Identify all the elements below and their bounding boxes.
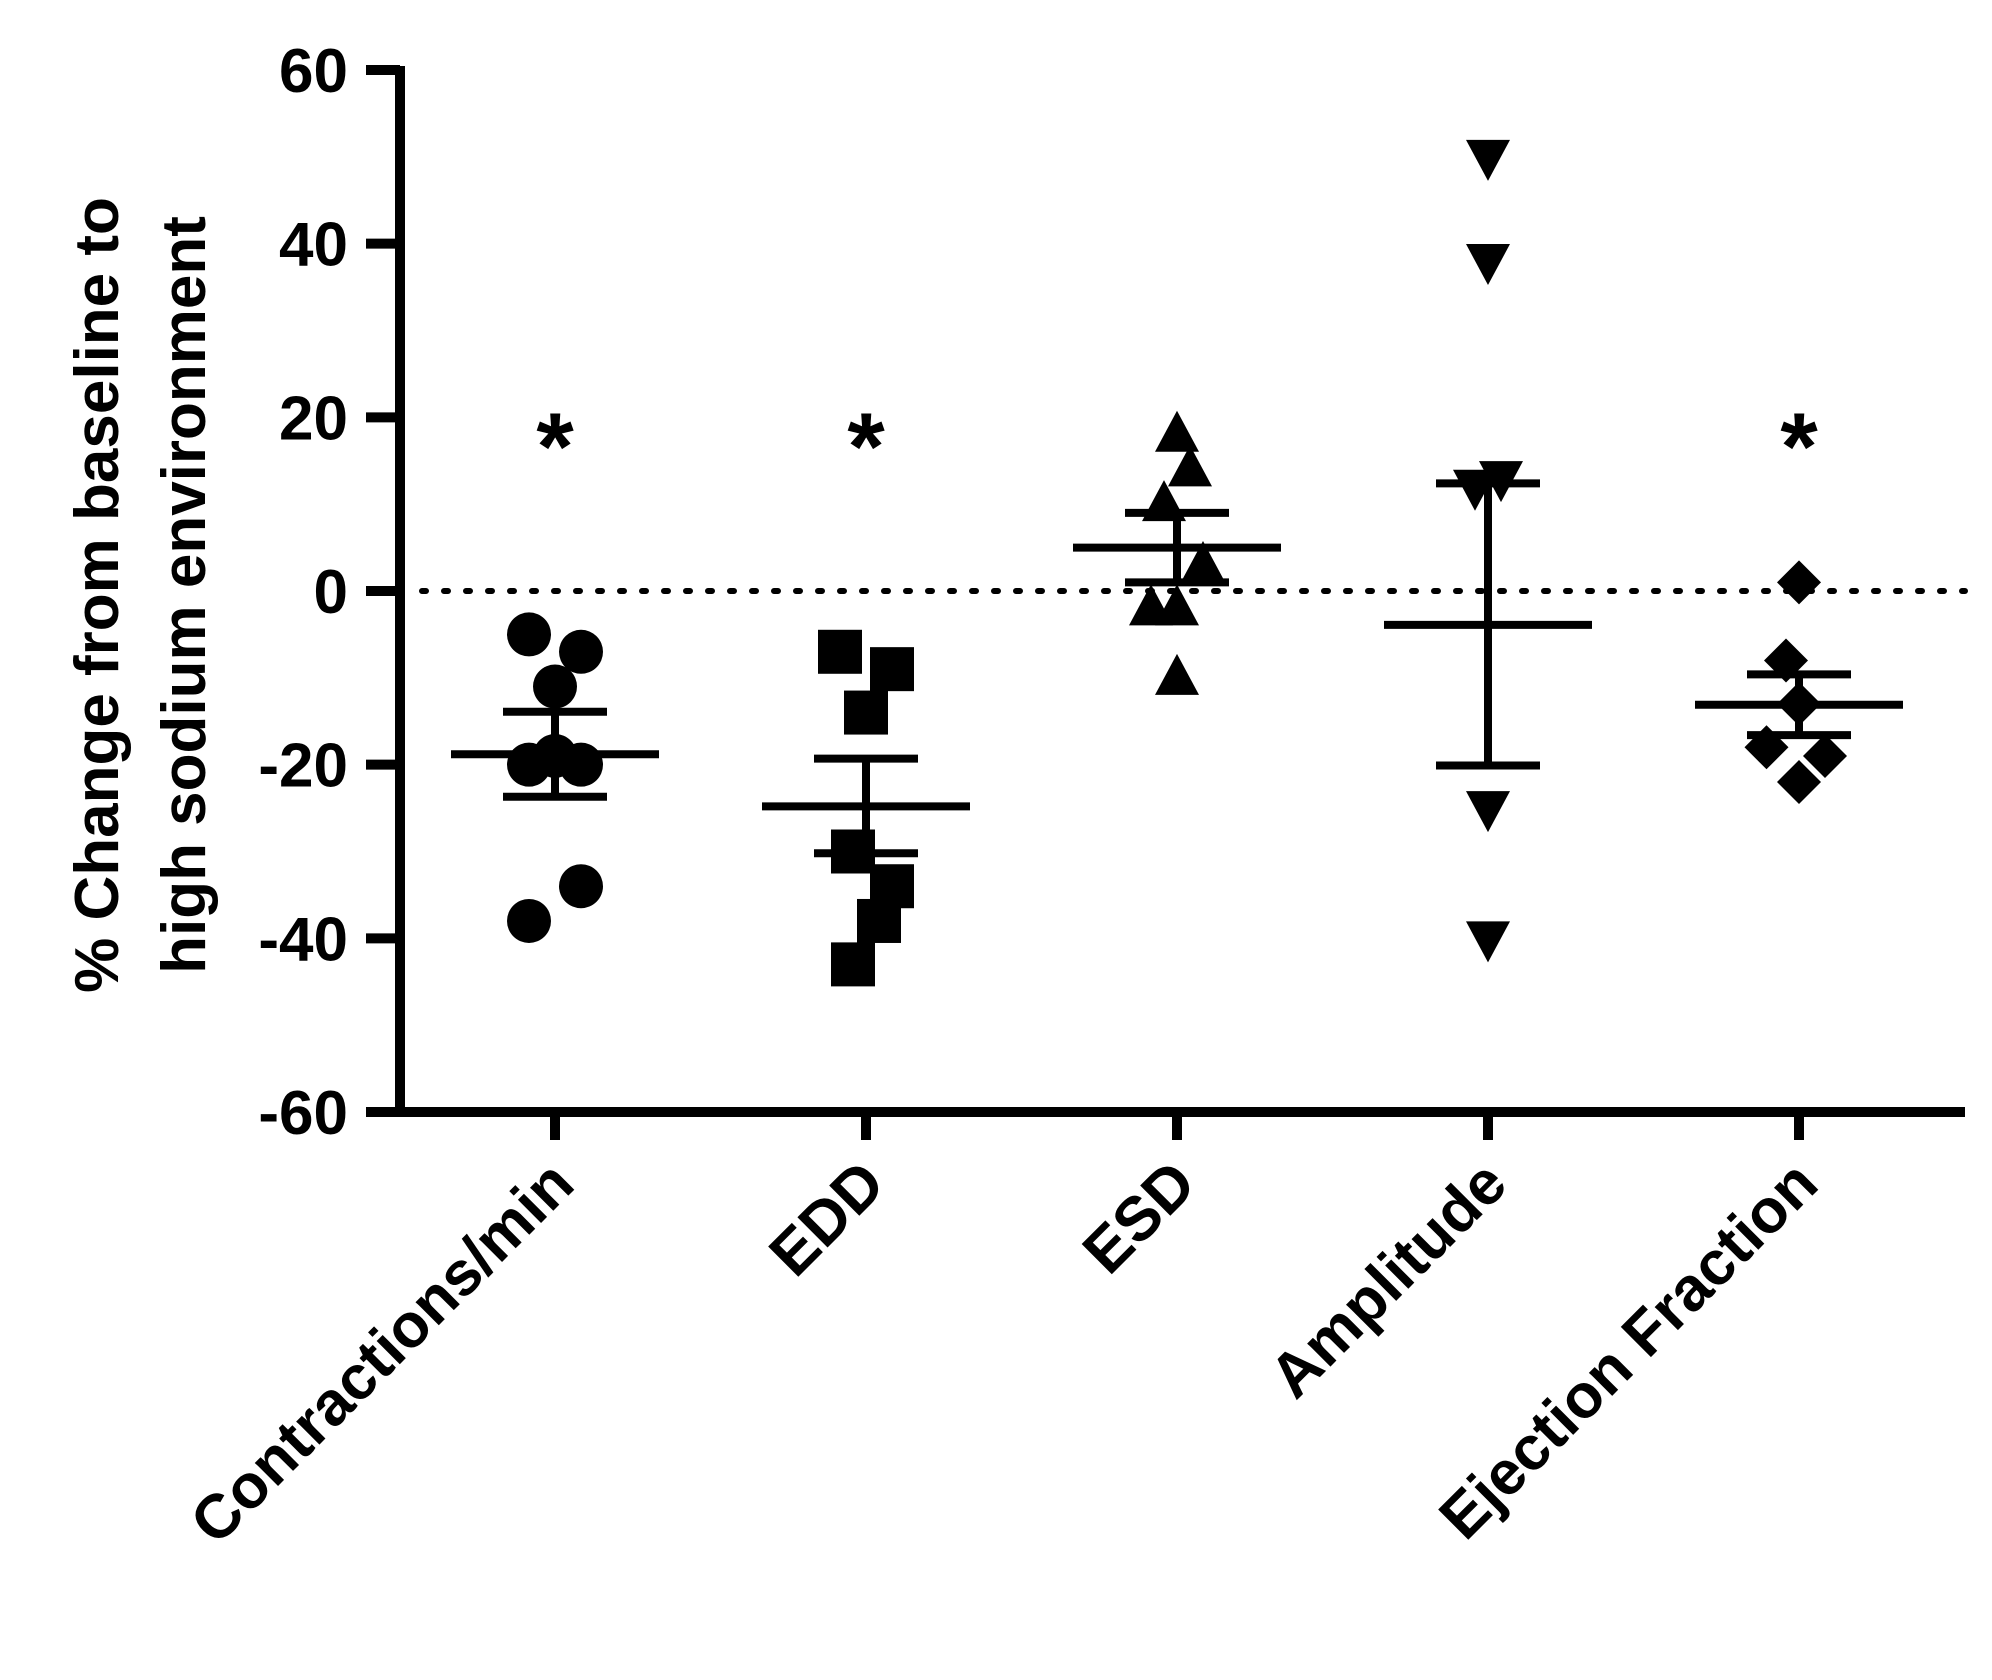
data-point-diamond [1777, 560, 1821, 605]
data-point-triangle-down [1466, 921, 1510, 963]
y-tick-label: 0 [314, 558, 348, 627]
data-point-square [818, 629, 862, 674]
y-tick-label: -40 [258, 905, 348, 974]
y-tick-label: 20 [279, 384, 348, 453]
mean-sem-group [762, 754, 970, 858]
data-point-circle [507, 612, 551, 657]
data-point-triangle-up [1168, 445, 1212, 487]
y-tick-label: -60 [258, 1079, 348, 1148]
y-tick-label: 60 [279, 37, 348, 106]
data-point-circle [533, 664, 577, 709]
significance-star: * [536, 393, 574, 500]
data-point-circle [559, 864, 603, 909]
y-axis-label-line-2: high sodium environment [150, 216, 219, 974]
data-point-square [844, 690, 888, 735]
data-point-square [870, 647, 914, 692]
x-ticks: Contractions/min EDD ESD AmplitudeEjection … [178, 1112, 1831, 1557]
mean-sem-group [451, 707, 659, 801]
data-point-circle [559, 629, 603, 674]
series-group [1129, 410, 1225, 695]
data-point-triangle-up [1181, 540, 1225, 582]
y-tick-label: 40 [279, 211, 348, 280]
mean-sem-group [1384, 479, 1592, 770]
y-axis-label-line-1: % Change from baseline to [63, 197, 132, 993]
x-tick-label: EDD [757, 1148, 898, 1289]
mean-sem-group [1073, 508, 1281, 587]
data-point-triangle-up [1155, 653, 1199, 695]
data-point-diamond [1803, 733, 1847, 778]
data-point-triangle-up [1155, 584, 1199, 626]
data-point-diamond [1777, 760, 1821, 805]
significance-star: * [1780, 393, 1818, 500]
data-point-triangle-down [1466, 791, 1510, 833]
y-axis-label: % Change from baseline to high sodium en… [63, 197, 219, 993]
data-point-triangle-down [1466, 244, 1510, 286]
y-ticks: 60 40 20 0 -20 -40 -60 [258, 37, 400, 1148]
data-point-circle [559, 742, 603, 787]
data-point-triangle-down [1466, 139, 1510, 181]
data-point-triangle-up [1155, 410, 1199, 452]
data-point-square [857, 898, 901, 943]
data-point-square [831, 942, 875, 987]
y-tick-label: -20 [258, 732, 348, 801]
mean-sem-group [1695, 670, 1903, 740]
significance-star: * [847, 393, 885, 500]
x-tick-label: ESD [1070, 1148, 1209, 1287]
x-tick-label: Contractions/min [178, 1148, 587, 1557]
x-tick-label: Amplitude [1257, 1148, 1520, 1411]
mean-sem-layer [451, 479, 1903, 858]
significance-layer: * * * [536, 393, 1818, 500]
data-point-circle [507, 898, 551, 943]
